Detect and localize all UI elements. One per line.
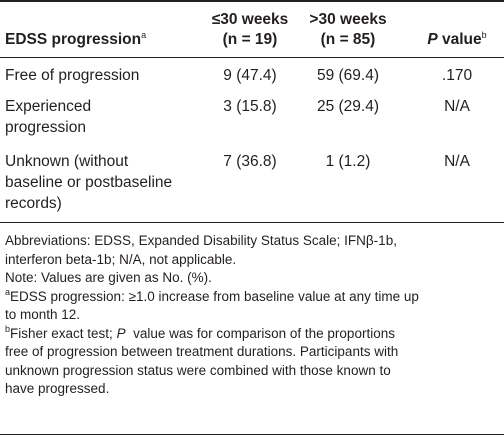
cell-unknown-gt30: 1 (1.2): [325, 153, 371, 170]
cell-unknown-p: N/A: [444, 153, 470, 170]
row-label-experienced-progression: Experienced progression: [5, 98, 92, 136]
cell-experienced-le30: 3 (15.8): [223, 98, 277, 115]
cell-experienced-gt30: 25 (29.4): [316, 98, 380, 115]
header-gt-30-weeks: >30 weeks (n = 85): [309, 11, 387, 48]
footnote-marker-a: a: [141, 30, 147, 40]
values-note: Note: Values are given as No. (%).: [5, 270, 212, 285]
table-top-rule: [0, 0, 504, 2]
cell-experienced-p: N/A: [444, 98, 470, 115]
cell-free-p: .170: [441, 67, 473, 84]
table-bottom-rule: [0, 434, 504, 435]
footnote-marker-b: b: [481, 30, 487, 40]
header-p-value: P valueb: [427, 30, 487, 49]
table-footnotes: Abbreviations: EDSS, Expanded Disability…: [5, 232, 499, 399]
cell-free-gt30: 59 (69.4): [316, 67, 380, 84]
footnote-a: aEDSS progression: ≥1.0 increase from ba…: [5, 286, 419, 322]
abbreviations-note: Abbreviations: EDSS, Expanded Disability…: [5, 233, 397, 267]
header-edss-progression: EDSS progressiona: [5, 30, 147, 49]
cell-unknown-le30: 7 (36.8): [223, 153, 277, 170]
footnote-b: bFisher exact test; P value was for comp…: [5, 323, 399, 396]
cell-free-le30: 9 (47.4): [223, 67, 277, 84]
header-rule: [0, 57, 504, 58]
body-rule: [0, 222, 504, 223]
header-le-30-weeks: ≤30 weeks (n = 19): [211, 11, 289, 48]
row-label-unknown: Unknown (without baseline or postbaselin…: [5, 153, 173, 212]
row-label-free-of-progression: Free of progression: [5, 67, 140, 84]
